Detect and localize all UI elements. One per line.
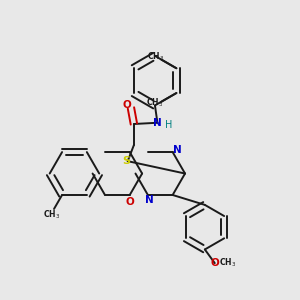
Text: CH$_3$: CH$_3$: [146, 97, 163, 109]
Text: S: S: [122, 156, 130, 166]
Text: CH$_3$: CH$_3$: [43, 208, 60, 220]
Text: O: O: [122, 100, 131, 110]
Text: N: N: [153, 118, 162, 128]
Text: N: N: [145, 195, 154, 205]
Text: CH$_3$: CH$_3$: [147, 50, 164, 63]
Text: O: O: [125, 197, 134, 207]
Text: O: O: [211, 258, 220, 268]
Text: H: H: [165, 120, 172, 130]
Text: CH$_3$: CH$_3$: [219, 257, 236, 269]
Text: N: N: [173, 145, 182, 155]
